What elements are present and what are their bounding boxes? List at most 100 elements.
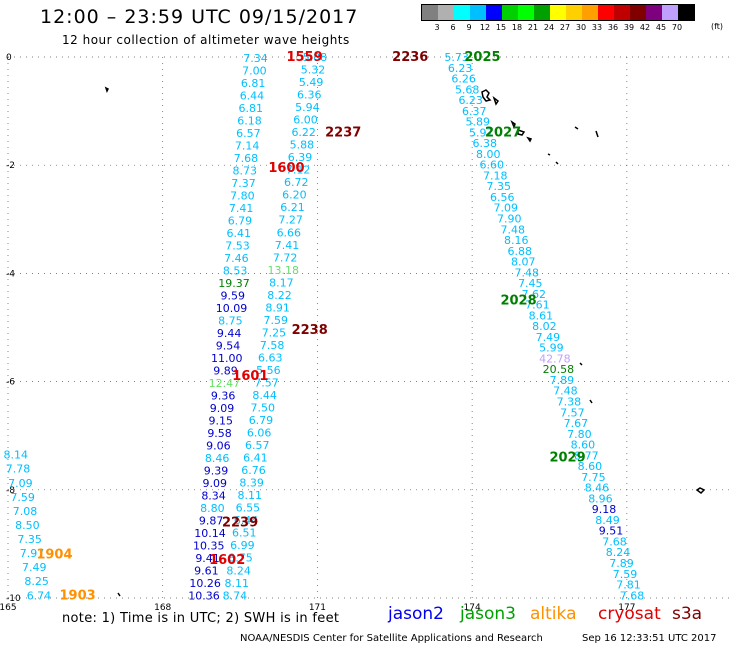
swh-value: 8.25 — [24, 575, 49, 588]
swh-value: 7.68 — [602, 535, 627, 548]
swh-value: 7.18 — [483, 169, 508, 182]
swh-value: 7.90 — [497, 212, 522, 225]
swh-value: 6.38 — [472, 137, 497, 150]
swh-value: 6.79 — [249, 414, 274, 427]
swh-value: 9.61 — [194, 564, 219, 577]
swh-value: 7.35 — [487, 180, 512, 193]
swh-value: 7.72 — [273, 251, 298, 264]
swh-value: 6.88 — [508, 245, 533, 258]
island — [481, 89, 492, 102]
colorbar-labels: 3 6 9 12 15 18 21 24 27 30 33 36 39 42 45 70 — [421, 21, 695, 33]
swh-value: 8.07 — [511, 256, 536, 269]
swh-value: 6.55 — [236, 502, 261, 515]
pass-time-label: 2025 — [464, 50, 500, 65]
island — [579, 362, 583, 366]
swh-value: 42.78 — [539, 352, 571, 365]
swh-value: 7.58 — [260, 339, 285, 352]
swh-value: 8.24 — [606, 546, 631, 559]
track-a: 7.347.006.816.446.816.186.577.147.688.73… — [188, 52, 268, 602]
map-grid — [7, 56, 730, 599]
legend-cryosat: cryosat — [598, 604, 661, 624]
swh-value: 5.73 — [444, 51, 469, 64]
pass-time-label: 2027 — [485, 126, 521, 141]
swh-value: 8.91 — [265, 301, 290, 314]
colorbar-swatch — [534, 5, 550, 20]
swh-value: 7.35 — [17, 533, 42, 546]
swh-value: 7.89 — [609, 557, 634, 570]
swh-value: 7.46 — [224, 252, 249, 265]
swh-value: 8.11 — [225, 577, 250, 590]
swh-value: 7.68 — [234, 152, 259, 165]
x-tick-label: 177 — [618, 603, 635, 613]
swh-value: 7.41 — [275, 239, 300, 252]
colorbar-swatch — [566, 5, 582, 20]
swh-value: 6.44 — [234, 514, 259, 527]
colorbar-swatch — [470, 5, 486, 20]
swh-value: 6.60 — [479, 159, 504, 172]
swh-value: 9.09 — [203, 477, 228, 490]
colorbar-swatches — [421, 4, 695, 21]
colorbar-swatch — [646, 5, 662, 20]
island — [104, 86, 110, 93]
swh-value: 9.06 — [206, 439, 231, 452]
pass-time-label: 2239 — [222, 515, 258, 530]
footnote: note: 1) Time is in UTC; 2) SWH is in fe… — [62, 611, 340, 626]
swh-value: 5.88 — [303, 51, 328, 64]
pass-time-label: 1602 — [209, 553, 245, 568]
swh-value: 6.37 — [462, 105, 487, 118]
swh-value: 6.23 — [448, 62, 473, 75]
swh-value: 7.53 — [225, 239, 250, 252]
swh-value: 8.34 — [201, 489, 226, 502]
island — [510, 120, 516, 130]
swh-value: 10.26 — [189, 577, 221, 590]
swh-value: 9.15 — [209, 414, 234, 427]
swh-value: 7.45 — [518, 277, 543, 290]
colorbar-swatch — [614, 5, 630, 20]
colorbar-label: 33 — [591, 23, 603, 32]
island — [117, 592, 121, 597]
swh-value: 8.75 — [228, 552, 253, 565]
swh-value: 9.51 — [599, 525, 624, 538]
pass-time-label: 2237 — [325, 126, 361, 141]
x-tick-label: 168 — [154, 603, 171, 613]
swh-value: 6.06 — [247, 427, 272, 440]
island — [695, 487, 706, 494]
pass-time-label: 1904 — [36, 548, 72, 563]
colorbar-swatch — [662, 5, 678, 20]
colorbar-swatch — [454, 5, 470, 20]
swh-value: 8.17 — [269, 276, 294, 289]
swh-value: 5.97 — [469, 126, 494, 139]
swh-value: 6.41 — [243, 452, 268, 465]
pass-time-labels: 1559 2236 2025 2237 2027 1600 2028 2238 1601 2029… — [36, 50, 585, 603]
swh-value: 8.22 — [267, 289, 292, 302]
swh-value: 7.49 — [22, 561, 47, 574]
swh-value: 6.66 — [277, 226, 302, 239]
island — [555, 161, 559, 165]
swh-value: 7.81 — [616, 579, 641, 592]
colorbar-label: 15 — [495, 23, 507, 32]
swh-value: 7.48 — [501, 223, 526, 236]
swh-value: 6.20 — [282, 189, 307, 202]
colorbar-label: 45 — [655, 23, 667, 32]
swh-value: 7.57 — [254, 376, 279, 389]
swh-value: 6.57 — [236, 127, 261, 140]
swh-value: 7.48 — [553, 385, 578, 398]
swh-value: 11.00 — [211, 352, 243, 365]
swh-value: 6.56 — [490, 191, 515, 204]
y-tick-label: -6 — [6, 378, 15, 388]
swh-value: 8.53 — [223, 264, 248, 277]
swh-value: 7.00 — [242, 65, 267, 78]
colorbar-swatch — [630, 5, 646, 20]
swh-value: 6.57 — [245, 439, 270, 452]
swh-value: 8.74 — [223, 589, 248, 602]
pass-time-label: 1559 — [286, 50, 322, 65]
swh-value: 8.11 — [238, 489, 263, 502]
swh-value: 6.51 — [232, 527, 257, 540]
colorbar: 3 6 9 12 15 18 21 24 27 30 33 36 39 42 45 70 — [421, 4, 695, 33]
colorbar-label: 42 — [639, 23, 651, 32]
swh-value: 7.80 — [230, 190, 255, 203]
colorbar-label: 21 — [527, 23, 539, 32]
swh-value: 10.35 — [193, 539, 225, 552]
